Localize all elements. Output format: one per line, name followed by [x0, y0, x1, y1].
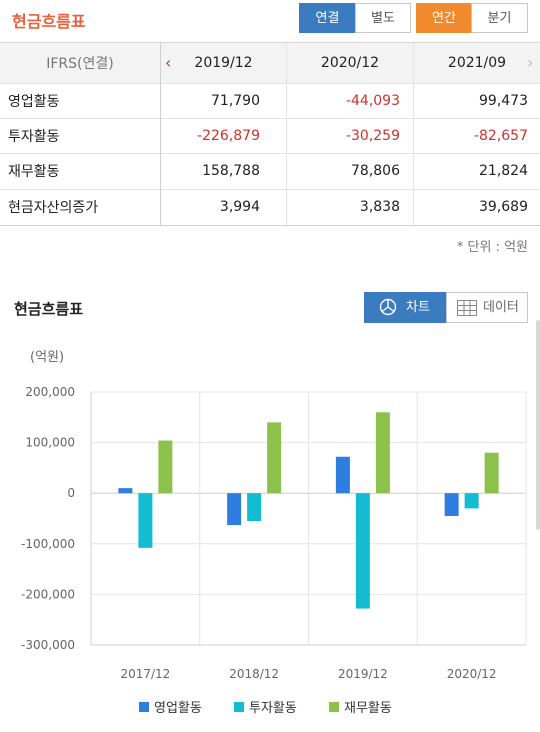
bar-투자활동 [247, 493, 262, 522]
bar-재무활동 [267, 422, 282, 494]
y-tick-label: 0 [67, 486, 75, 500]
chart-view-button[interactable]: 차트 [364, 292, 446, 323]
data-view-button[interactable]: 데이터 [446, 292, 528, 323]
y-axis-unit: (억원) [30, 350, 65, 365]
bar-투자활동 [464, 493, 479, 509]
chart-section-title: 현금흐름표 [14, 300, 84, 318]
x-tick-label: 2018/12 [229, 667, 279, 681]
table-cell: -226,879 [161, 118, 287, 153]
table-cell: 39,689 [479, 199, 528, 215]
tab-separate[interactable]: 별도 [355, 3, 411, 33]
table-row: 재무활동 158,788 78,806 21,824 [0, 153, 540, 190]
bar-영업활동 [227, 493, 242, 526]
row-label: 재무활동 [0, 153, 161, 189]
table-cell: 3,994 [161, 189, 287, 225]
pie-chart-icon [379, 298, 397, 316]
legend-label: 영업활동 [154, 701, 202, 716]
table-cell: -44,093 [287, 83, 414, 118]
unit-note: * 단위 : 억원 [456, 240, 528, 255]
bar-재무활동 [375, 412, 390, 494]
cashflow-table: IFRS(연결) 2019/12 2020/12 2021/09 ‹ › 영업활… [0, 42, 540, 226]
legend-swatch [329, 702, 339, 712]
chevron-right-icon[interactable]: › [527, 53, 534, 72]
bar-영업활동 [444, 493, 459, 516]
bar-투자활동 [138, 493, 153, 548]
row-label: 현금자산의증가 [0, 189, 161, 225]
table-cell: -82,657 [473, 127, 528, 144]
tab-quarterly[interactable]: 분기 [471, 3, 528, 33]
table-icon [457, 300, 477, 316]
bar-영업활동 [118, 488, 133, 494]
table-cell: 21,824 [479, 163, 528, 179]
y-tick-label: -200,000 [21, 587, 75, 601]
y-tick-label: 100,000 [25, 436, 75, 450]
bar-재무활동 [484, 452, 499, 494]
x-tick-label: 2017/12 [120, 667, 170, 681]
chevron-left-icon[interactable]: ‹ [165, 53, 172, 72]
column-header-period: 2019/12 [161, 43, 287, 83]
table-cell: 3,838 [287, 189, 414, 225]
row-label: 영업활동 [0, 83, 161, 118]
y-tick-label: -300,000 [21, 638, 75, 652]
legend-label: 투자활동 [249, 701, 297, 716]
table-cell: -30,259 [287, 118, 414, 153]
bar-투자활동 [355, 493, 370, 609]
header: 현금흐름표 연결 별도 연간 분기 [0, 0, 540, 42]
legend-swatch [139, 702, 149, 712]
y-tick-label: -100,000 [21, 537, 75, 551]
bar-영업활동 [335, 456, 350, 494]
column-header-period: 2020/12 [287, 43, 414, 83]
tab-annual[interactable]: 연간 [416, 3, 472, 33]
table-cell: 71,790 [161, 83, 287, 118]
x-tick-label: 2020/12 [447, 667, 497, 681]
scrollbar[interactable] [536, 320, 540, 530]
y-tick-label: 200,000 [25, 385, 75, 399]
column-header-standard: IFRS(연결) [0, 43, 161, 83]
table-row: 투자활동 -226,879 -30,259 -82,657 [0, 118, 540, 154]
table-cell: 158,788 [161, 153, 287, 189]
legend-swatch [234, 702, 244, 712]
legend-label: 재무활동 [344, 701, 392, 716]
column-header-period: 2021/09 [447, 55, 507, 71]
tab-consolidated[interactable]: 연결 [299, 3, 356, 33]
bar-재무활동 [158, 440, 173, 494]
table-cell: 78,806 [287, 153, 414, 189]
chart-view-label: 차트 [406, 300, 430, 315]
table-row: 영업활동 71,790 -44,093 99,473 [0, 83, 540, 119]
data-view-label: 데이터 [483, 300, 519, 315]
x-tick-label: 2019/12 [338, 667, 388, 681]
table-cell: 99,473 [479, 92, 528, 109]
table-header-row: IFRS(연결) 2019/12 2020/12 2021/09 ‹ › [0, 43, 540, 84]
page-title: 현금흐름표 [12, 12, 86, 31]
table-row: 현금자산의증가 3,994 3,838 39,689 [0, 189, 540, 226]
row-label: 투자활동 [0, 118, 161, 153]
